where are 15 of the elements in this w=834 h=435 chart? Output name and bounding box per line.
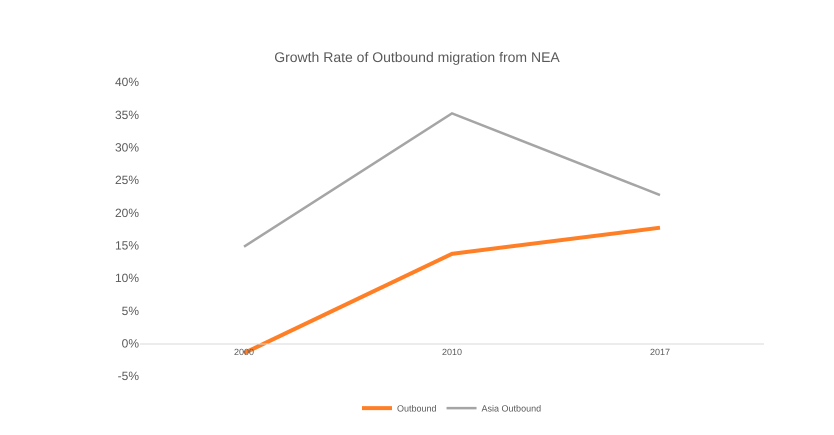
y-tick-label: 25% (114, 173, 140, 188)
y-tick-label: 15% (114, 238, 140, 253)
legend-label: Asia Outbound (482, 404, 542, 414)
y-tick-label: 40% (114, 75, 140, 90)
x-tick-label: 2010 (442, 347, 462, 358)
legend-label: Outbound (397, 404, 437, 414)
chart-title: Growth Rate of Outbound migration from NEA (274, 49, 560, 65)
y-tick-label: 30% (114, 140, 140, 155)
y-tick-label: 5% (122, 304, 140, 318)
y-tick-label: 10% (114, 271, 140, 286)
y-tick-label: 35% (114, 108, 140, 122)
x-tick-label: 2017 (650, 347, 670, 358)
y-tick-label: 20% (114, 206, 140, 220)
y-tick-label: -5% (118, 369, 140, 384)
y-tick-label: 0% (122, 336, 140, 351)
